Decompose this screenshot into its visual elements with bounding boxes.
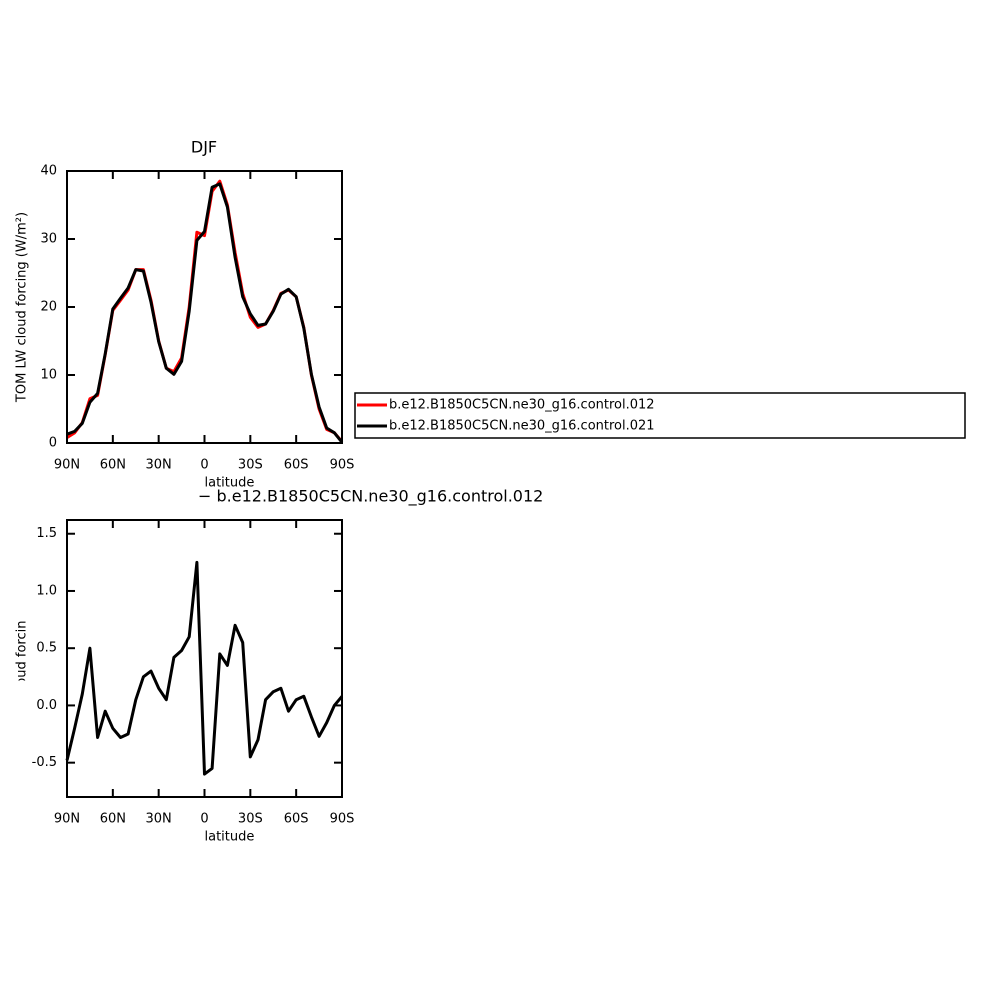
y-tick-label: 0.0 (36, 698, 57, 713)
y-tick-label: 0 (49, 436, 57, 451)
y-axis-label: TOM LW cloud forcing (W/m ) (15, 564, 30, 754)
x-tick-label: 90S (330, 458, 355, 473)
x-axis-label: latitude (205, 476, 255, 491)
legend-box (354, 392, 966, 439)
data-line (66, 182, 344, 444)
x-tick-label: 90S (330, 812, 355, 827)
data-line (65, 560, 344, 776)
y-tick-label: 40 (40, 164, 57, 179)
y-tick-label: 10 (40, 368, 57, 383)
x-tick-label: 30N (146, 458, 172, 473)
chart-title: − b.e12.B1850C5CN.ne30_g16.control.012 (198, 487, 543, 507)
y-tick-label: 0.5 (36, 641, 57, 656)
x-tick-label: 90N (54, 458, 80, 473)
plot-frame (66, 170, 343, 444)
y-tick-label: 30 (40, 232, 57, 247)
x-tick-label: 60N (100, 458, 126, 473)
legend-label: b.e12.B1850C5CN.ne30_g16.control.012 (389, 398, 655, 413)
x-tick-label: 60N (100, 812, 126, 827)
x-tick-label: 30N (146, 812, 172, 827)
x-tick-label: 0 (200, 812, 208, 827)
y-tick-label: 1.5 (36, 526, 57, 541)
legend-label: b.e12.B1850C5CN.ne30_g16.control.021 (389, 419, 655, 434)
x-axis-label: latitude (205, 830, 255, 845)
y-tick-label: -0.5 (32, 755, 57, 770)
y-axis-label: TOM LW cloud forcing (W/m²) (15, 212, 30, 403)
x-tick-label: 60S (284, 812, 309, 827)
x-tick-label: 90N (54, 812, 80, 827)
x-tick-label: 30S (238, 812, 263, 827)
x-tick-label: 30S (238, 458, 263, 473)
y-tick-label: 1.0 (36, 583, 57, 598)
y-tick-label: 20 (40, 300, 57, 315)
x-tick-label: 60S (284, 458, 309, 473)
plot-frame (66, 519, 343, 798)
chart-title: DJF (191, 138, 217, 157)
x-tick-label: 0 (200, 458, 208, 473)
